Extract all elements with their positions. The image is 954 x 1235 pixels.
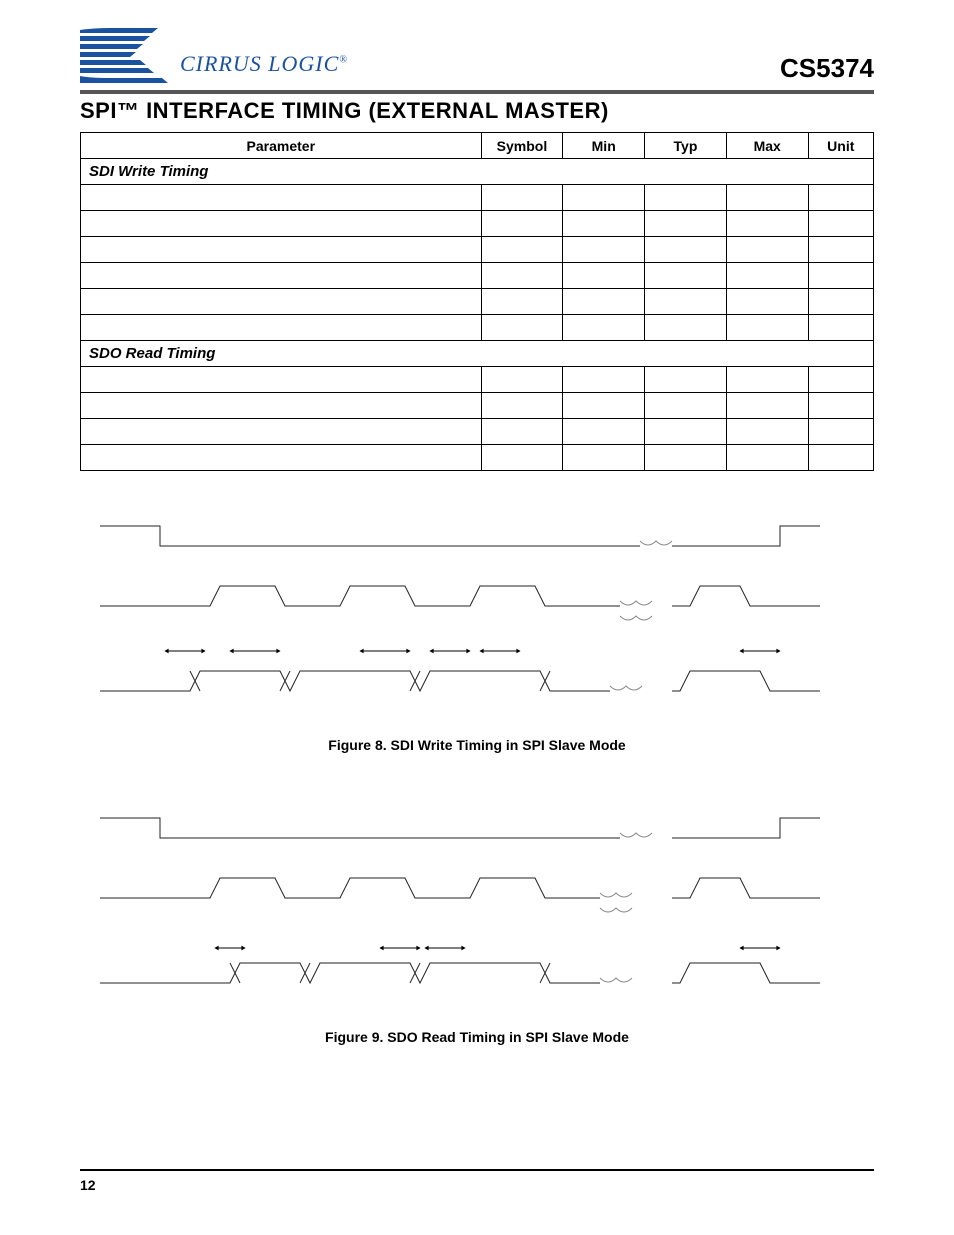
table-cell <box>726 263 808 289</box>
table-cell <box>481 393 563 419</box>
table-cell <box>645 419 727 445</box>
table-cell <box>726 315 808 341</box>
table-cell <box>645 393 727 419</box>
table-row <box>81 445 874 471</box>
table-row <box>81 315 874 341</box>
col-symbol: Symbol <box>481 133 563 159</box>
table-cell <box>481 367 563 393</box>
table-row <box>81 211 874 237</box>
table-cell <box>81 237 482 263</box>
page-footer: 12 <box>80 1169 874 1195</box>
table-cell <box>726 419 808 445</box>
table-cell <box>808 315 873 341</box>
table-cell <box>481 263 563 289</box>
table-row <box>81 289 874 315</box>
table-cell <box>808 237 873 263</box>
logo-mark-icon <box>80 28 170 84</box>
brand-logo: CIRRUS LOGIC® <box>80 28 348 84</box>
table-cell <box>563 185 645 211</box>
table-cell <box>81 211 482 237</box>
table-row <box>81 263 874 289</box>
table-cell <box>481 315 563 341</box>
col-typ: Typ <box>645 133 727 159</box>
table-cell <box>481 289 563 315</box>
table-cell <box>81 289 482 315</box>
table-row <box>81 185 874 211</box>
figure-9-caption: Figure 9. SDO Read Timing in SPI Slave M… <box>80 1029 874 1045</box>
table-cell <box>645 445 727 471</box>
table-header-row: Parameter Symbol Min Typ Max Unit <box>81 133 874 159</box>
page-number: 12 <box>80 1177 96 1193</box>
table-cell <box>808 367 873 393</box>
table-cell <box>808 419 873 445</box>
table-cell <box>726 367 808 393</box>
table-cell <box>481 419 563 445</box>
table-cell <box>808 445 873 471</box>
table-cell <box>726 185 808 211</box>
table-cell <box>81 315 482 341</box>
table-cell <box>81 445 482 471</box>
table-cell <box>808 185 873 211</box>
table-cell <box>81 393 482 419</box>
table-cell <box>645 185 727 211</box>
page-header: CIRRUS LOGIC® CS5374 <box>80 28 874 94</box>
table-cell <box>81 263 482 289</box>
table-cell <box>81 419 482 445</box>
table-cell <box>726 237 808 263</box>
table-cell <box>563 289 645 315</box>
col-min: Min <box>563 133 645 159</box>
table-cell <box>808 289 873 315</box>
table-row <box>81 393 874 419</box>
table-cell <box>481 185 563 211</box>
figure-8-caption: Figure 8. SDI Write Timing in SPI Slave … <box>80 737 874 753</box>
table-cell <box>81 367 482 393</box>
table-cell <box>645 367 727 393</box>
part-number: CS5374 <box>780 53 874 84</box>
table-cell <box>563 315 645 341</box>
table-cell <box>563 419 645 445</box>
table-cell <box>645 211 727 237</box>
col-max: Max <box>726 133 808 159</box>
table-cell <box>481 211 563 237</box>
table-section-label: SDI Write Timing <box>81 159 874 185</box>
timing-table: Parameter Symbol Min Typ Max Unit SDI Wr… <box>80 132 874 471</box>
table-cell <box>563 263 645 289</box>
figure-8 <box>80 511 874 721</box>
table-cell <box>563 211 645 237</box>
table-cell <box>726 393 808 419</box>
table-cell <box>726 445 808 471</box>
table-cell <box>645 263 727 289</box>
table-section-row: SDO Read Timing <box>81 341 874 367</box>
col-parameter: Parameter <box>81 133 482 159</box>
table-cell <box>808 263 873 289</box>
table-row <box>81 237 874 263</box>
table-cell <box>645 289 727 315</box>
table-cell <box>481 237 563 263</box>
table-cell <box>808 393 873 419</box>
table-cell <box>726 211 808 237</box>
table-cell <box>563 393 645 419</box>
table-cell <box>81 185 482 211</box>
table-section-row: SDI Write Timing <box>81 159 874 185</box>
table-cell <box>808 211 873 237</box>
col-unit: Unit <box>808 133 873 159</box>
table-cell <box>726 289 808 315</box>
table-cell <box>645 315 727 341</box>
brand-name: CIRRUS LOGIC® <box>180 51 348 77</box>
section-title: SPI™ INTERFACE TIMING (EXTERNAL MASTER) <box>80 98 874 124</box>
figure-9 <box>80 803 874 1013</box>
table-row <box>81 419 874 445</box>
table-section-label: SDO Read Timing <box>81 341 874 367</box>
table-row <box>81 367 874 393</box>
table-cell <box>563 367 645 393</box>
table-cell <box>563 237 645 263</box>
table-cell <box>645 237 727 263</box>
table-cell <box>481 445 563 471</box>
table-cell <box>563 445 645 471</box>
